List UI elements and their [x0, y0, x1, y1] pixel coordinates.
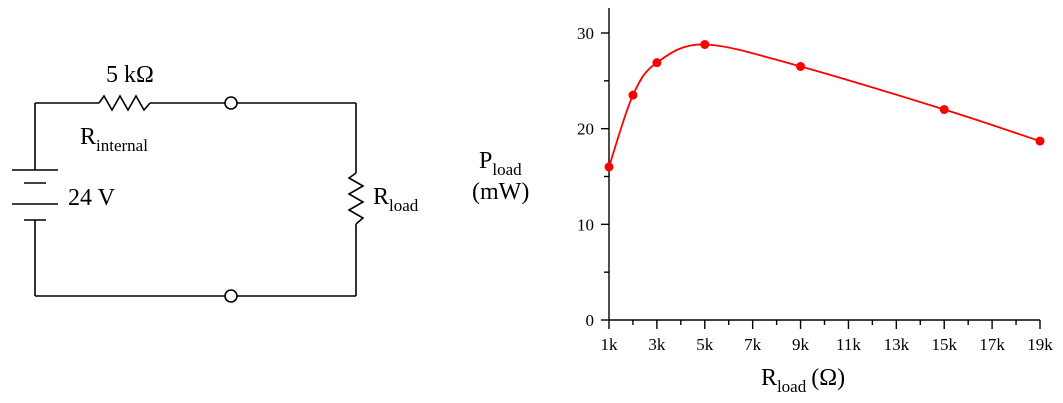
internal-resistor-symbol — [98, 94, 151, 112]
data-point — [604, 162, 614, 172]
circuit-diagram — [12, 94, 365, 303]
data-point — [628, 90, 638, 100]
data-point — [652, 58, 662, 68]
x-axis-label: Rload (Ω) — [761, 365, 845, 396]
x-tick-label: 5k — [696, 335, 714, 354]
x-tick-label: 19k — [1027, 335, 1053, 354]
battery-symbol — [12, 169, 58, 221]
y-tick-label: 20 — [577, 120, 594, 139]
x-tick-label: 11k — [836, 335, 861, 354]
data-point — [700, 39, 710, 49]
y-axis-label: Pload — [479, 148, 522, 179]
power-curve-chart: 0 10 20 30 1k 3k 5k 7k 9k 11k 13k 15k 17k 19k — [577, 8, 1053, 354]
x-axis-ticks: 1k 3k 5k 7k 9k 11k 13k 15k 17k 19k — [601, 320, 1053, 354]
x-tick-label: 7k — [744, 335, 762, 354]
data-point — [796, 61, 806, 71]
terminal-bottom — [224, 289, 238, 303]
terminal-top — [224, 96, 238, 110]
x-tick-label: 3k — [648, 335, 666, 354]
x-tick-label: 17k — [979, 335, 1005, 354]
y-tick-label: 10 — [577, 215, 594, 234]
x-tick-label: 9k — [792, 335, 810, 354]
internal-resistor-label: Rinternal — [80, 124, 148, 155]
data-point — [1035, 136, 1045, 146]
y-axis-unit-label: (mW) — [472, 179, 529, 205]
internal-resistor-value: 5 kΩ — [106, 62, 154, 88]
data-point — [939, 105, 949, 115]
power-curve-line — [608, 43, 1041, 168]
y-tick-label: 0 — [586, 311, 595, 330]
x-tick-label: 1k — [601, 335, 619, 354]
load-resistor-symbol — [347, 172, 365, 225]
y-axis-ticks: 0 10 20 30 — [577, 24, 609, 330]
x-tick-label: 13k — [884, 335, 910, 354]
y-tick-label: 30 — [577, 24, 594, 43]
data-points — [604, 39, 1045, 172]
battery-voltage-label: 24 V — [68, 185, 116, 211]
x-tick-label: 15k — [931, 335, 957, 354]
load-resistor-label: Rload — [373, 184, 419, 215]
